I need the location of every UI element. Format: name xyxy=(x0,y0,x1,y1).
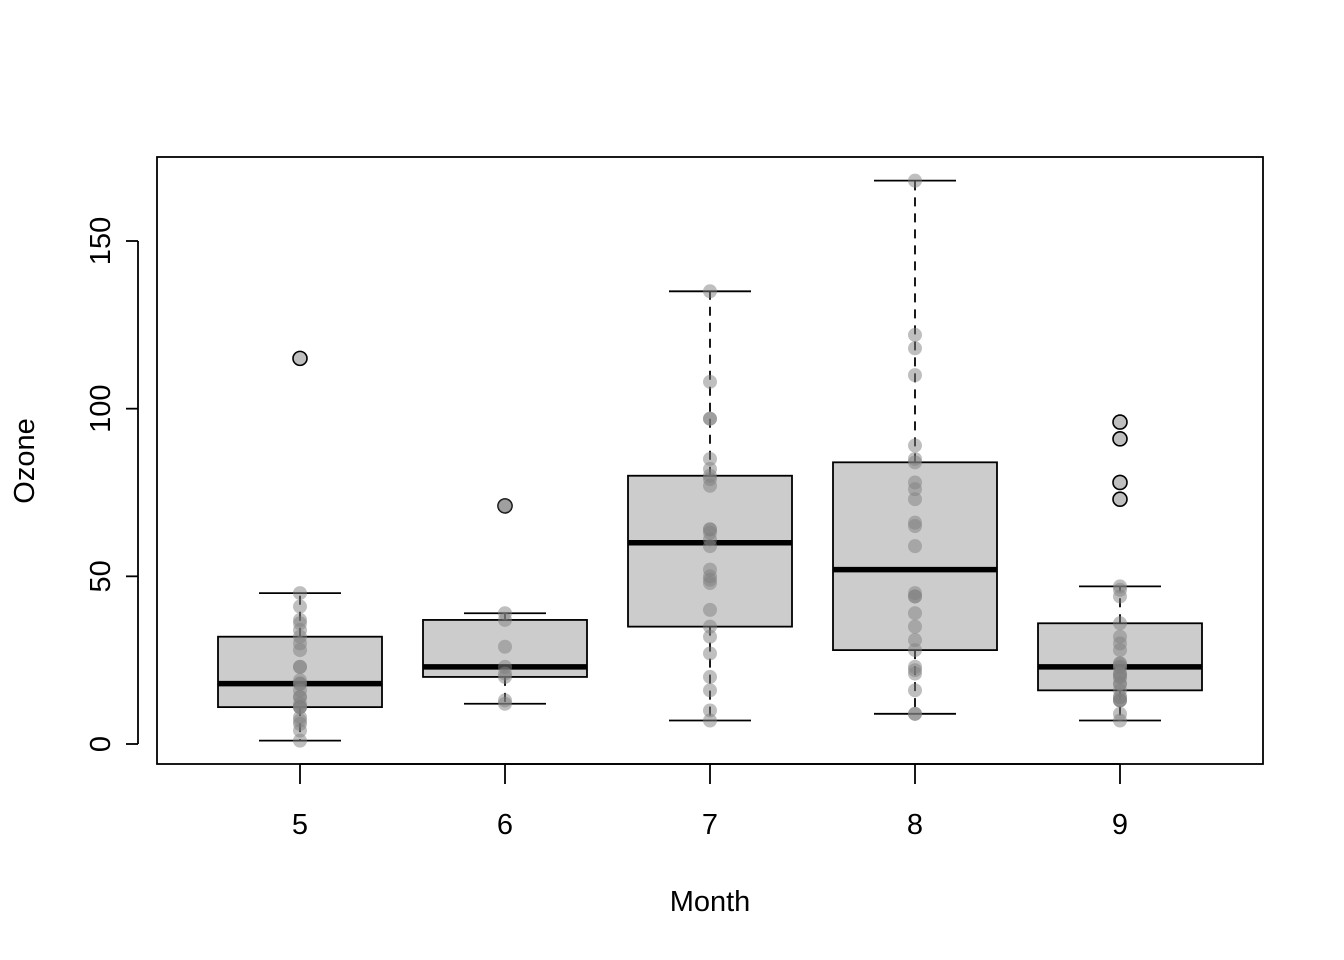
data-point xyxy=(703,539,717,554)
data-point xyxy=(908,619,922,634)
data-point xyxy=(1113,582,1127,597)
data-point xyxy=(293,733,307,748)
x-tick-label: 5 xyxy=(292,809,308,841)
data-point xyxy=(703,669,717,684)
outlier-point xyxy=(1112,414,1128,430)
data-point xyxy=(908,706,922,721)
data-point xyxy=(293,723,307,738)
outlier-point xyxy=(292,350,308,367)
outlier-point xyxy=(1112,431,1128,447)
data-point xyxy=(703,522,717,537)
data-point xyxy=(498,639,512,654)
data-point xyxy=(908,341,922,356)
outlier-point xyxy=(1112,474,1128,491)
data-point xyxy=(1113,713,1127,728)
data-point xyxy=(703,411,717,426)
data-point xyxy=(293,629,307,644)
data-point xyxy=(498,612,512,627)
x-axis-title: Month xyxy=(670,886,751,918)
data-point xyxy=(908,438,922,453)
data-point xyxy=(293,659,307,674)
data-point xyxy=(703,462,717,477)
data-point xyxy=(908,173,922,188)
data-point xyxy=(498,669,512,684)
data-point xyxy=(1113,690,1127,705)
data-point xyxy=(908,451,922,466)
data-point xyxy=(703,646,717,661)
data-point xyxy=(908,586,922,601)
data-point xyxy=(1113,636,1127,651)
data-point xyxy=(908,519,922,534)
x-tick-label: 8 xyxy=(907,809,923,841)
data-point xyxy=(908,492,922,507)
data-point xyxy=(703,683,717,698)
data-point xyxy=(1113,616,1127,631)
data-point xyxy=(908,606,922,621)
x-tick-label: 9 xyxy=(1112,809,1128,841)
data-point xyxy=(293,586,307,601)
y-axis-title: Ozone xyxy=(9,418,41,503)
y-tick-label: 0 xyxy=(85,736,117,752)
data-point xyxy=(703,569,717,584)
data-point xyxy=(498,498,512,513)
data-point xyxy=(293,612,307,627)
data-point xyxy=(703,602,717,617)
data-point xyxy=(703,374,717,389)
data-point xyxy=(908,666,922,681)
y-tick-label: 150 xyxy=(85,217,117,265)
data-point xyxy=(908,327,922,342)
data-point xyxy=(1113,659,1127,674)
data-point xyxy=(293,676,307,691)
data-point xyxy=(908,643,922,658)
data-point xyxy=(703,284,717,299)
data-point xyxy=(703,451,717,466)
y-tick-label: 100 xyxy=(85,384,117,432)
data-point xyxy=(703,713,717,728)
x-tick-label: 7 xyxy=(702,809,718,841)
data-point xyxy=(908,539,922,554)
data-point xyxy=(703,703,717,718)
data-point xyxy=(908,368,922,383)
data-point xyxy=(908,683,922,698)
data-point xyxy=(908,482,922,497)
data-point xyxy=(703,629,717,644)
outlier-point xyxy=(1112,491,1128,508)
data-point xyxy=(293,599,307,614)
y-tick-label: 50 xyxy=(85,560,117,592)
data-point xyxy=(498,693,512,708)
x-tick-label: 6 xyxy=(497,809,513,841)
data-point xyxy=(293,690,307,705)
data-point xyxy=(703,619,717,634)
data-point xyxy=(1113,669,1127,684)
data-point xyxy=(908,633,922,648)
data-point xyxy=(293,700,307,715)
